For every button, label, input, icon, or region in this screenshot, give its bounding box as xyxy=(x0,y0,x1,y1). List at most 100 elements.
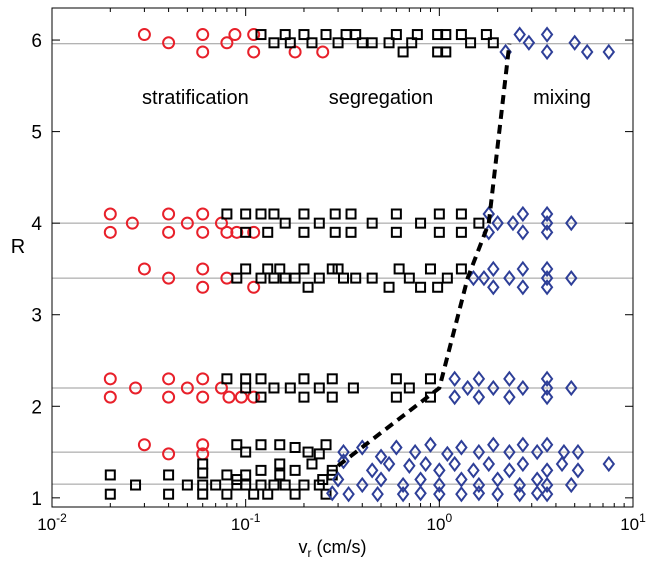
square-point xyxy=(345,226,357,238)
regime-boundary-line xyxy=(336,43,512,468)
diamond-point xyxy=(540,279,554,296)
circle-point xyxy=(220,225,234,239)
y-tick-label: 4 xyxy=(31,214,42,235)
square-point xyxy=(231,439,243,451)
square-point xyxy=(163,488,175,500)
square-point xyxy=(415,217,427,229)
circle-point xyxy=(247,225,261,239)
circle-point xyxy=(162,271,176,285)
diamond-point xyxy=(403,457,416,474)
diamond-point xyxy=(441,445,454,463)
square-point xyxy=(274,263,286,275)
circle-point xyxy=(196,438,210,452)
square-point xyxy=(455,29,467,41)
diamond-point xyxy=(580,43,594,61)
square-point xyxy=(350,272,362,284)
square-point xyxy=(424,263,436,275)
diamond-point xyxy=(433,476,446,494)
square-point xyxy=(268,208,280,220)
circle-point xyxy=(103,225,117,239)
square-point xyxy=(104,488,116,500)
diamond-point xyxy=(396,476,410,494)
diamond-point xyxy=(540,43,554,61)
circle-point xyxy=(247,45,261,59)
diamond-point xyxy=(433,486,446,503)
square-point xyxy=(306,37,318,49)
diamond-point xyxy=(540,215,554,232)
diamond-point xyxy=(472,370,486,387)
diamond-point xyxy=(326,485,339,502)
square-point xyxy=(268,382,280,394)
diamond-point xyxy=(396,486,410,503)
circle-point xyxy=(137,438,151,452)
circle-point xyxy=(162,372,176,386)
diamond-point xyxy=(331,471,345,488)
square-point xyxy=(320,488,332,500)
square-point xyxy=(326,373,338,385)
square-point xyxy=(313,382,325,394)
y-tick-label: 6 xyxy=(31,31,42,52)
square-point xyxy=(302,446,314,458)
square-point xyxy=(240,373,252,385)
square-point xyxy=(415,281,427,293)
square-point xyxy=(366,217,378,229)
circle-point xyxy=(103,207,117,221)
diamond-point xyxy=(568,34,581,51)
y-tick-label: 3 xyxy=(31,306,42,327)
circle-point xyxy=(196,225,210,239)
square-point xyxy=(390,391,402,403)
diamond-point xyxy=(356,476,369,494)
square-point xyxy=(487,37,499,49)
square-point xyxy=(255,29,267,41)
diamond-point xyxy=(461,379,474,397)
diamond-point xyxy=(477,269,491,287)
diamond-point xyxy=(491,471,504,488)
x-axis-label-main: v xyxy=(299,537,308,557)
x-axis-label-unit: (cm/s) xyxy=(312,537,367,557)
square-point xyxy=(104,469,116,481)
square-point xyxy=(313,217,325,229)
square-point xyxy=(197,458,209,470)
y-axis-label: R xyxy=(11,236,25,258)
square-point xyxy=(455,208,467,220)
diamond-point xyxy=(516,224,530,241)
square-point xyxy=(289,464,301,476)
square-point xyxy=(262,263,274,275)
square-point xyxy=(279,217,291,229)
square-point xyxy=(433,208,445,220)
diamond-point xyxy=(540,486,554,503)
square-point xyxy=(320,439,332,451)
diamond-point xyxy=(374,471,388,488)
square-point xyxy=(130,479,142,491)
square-point xyxy=(441,272,453,284)
diamond-point xyxy=(491,486,504,503)
circle-point xyxy=(196,45,210,59)
square-point xyxy=(313,272,325,284)
square-point xyxy=(240,263,252,275)
plot-frame xyxy=(51,7,634,508)
circle-point xyxy=(162,207,176,221)
diamond-point xyxy=(571,462,585,479)
circle-point xyxy=(316,45,330,59)
square-point xyxy=(433,226,445,238)
square-point xyxy=(262,488,274,500)
region-label: segregation xyxy=(329,87,434,109)
x-tick-label: 10-1 xyxy=(231,511,261,534)
square-point xyxy=(274,439,286,451)
diamond-point xyxy=(565,379,578,397)
square-point xyxy=(268,479,280,491)
x-tick-exponent: 0 xyxy=(445,511,452,525)
circle-point xyxy=(228,28,242,42)
circle-point xyxy=(230,225,244,239)
square-point xyxy=(221,469,233,481)
square-point xyxy=(255,464,267,476)
square-point xyxy=(465,37,477,49)
circle-point xyxy=(220,36,234,50)
square-point xyxy=(298,226,310,238)
diamond-point xyxy=(571,443,585,461)
square-point xyxy=(248,488,260,500)
region-label: mixing xyxy=(533,87,591,109)
square-point xyxy=(210,479,222,491)
circle-point xyxy=(196,372,210,386)
